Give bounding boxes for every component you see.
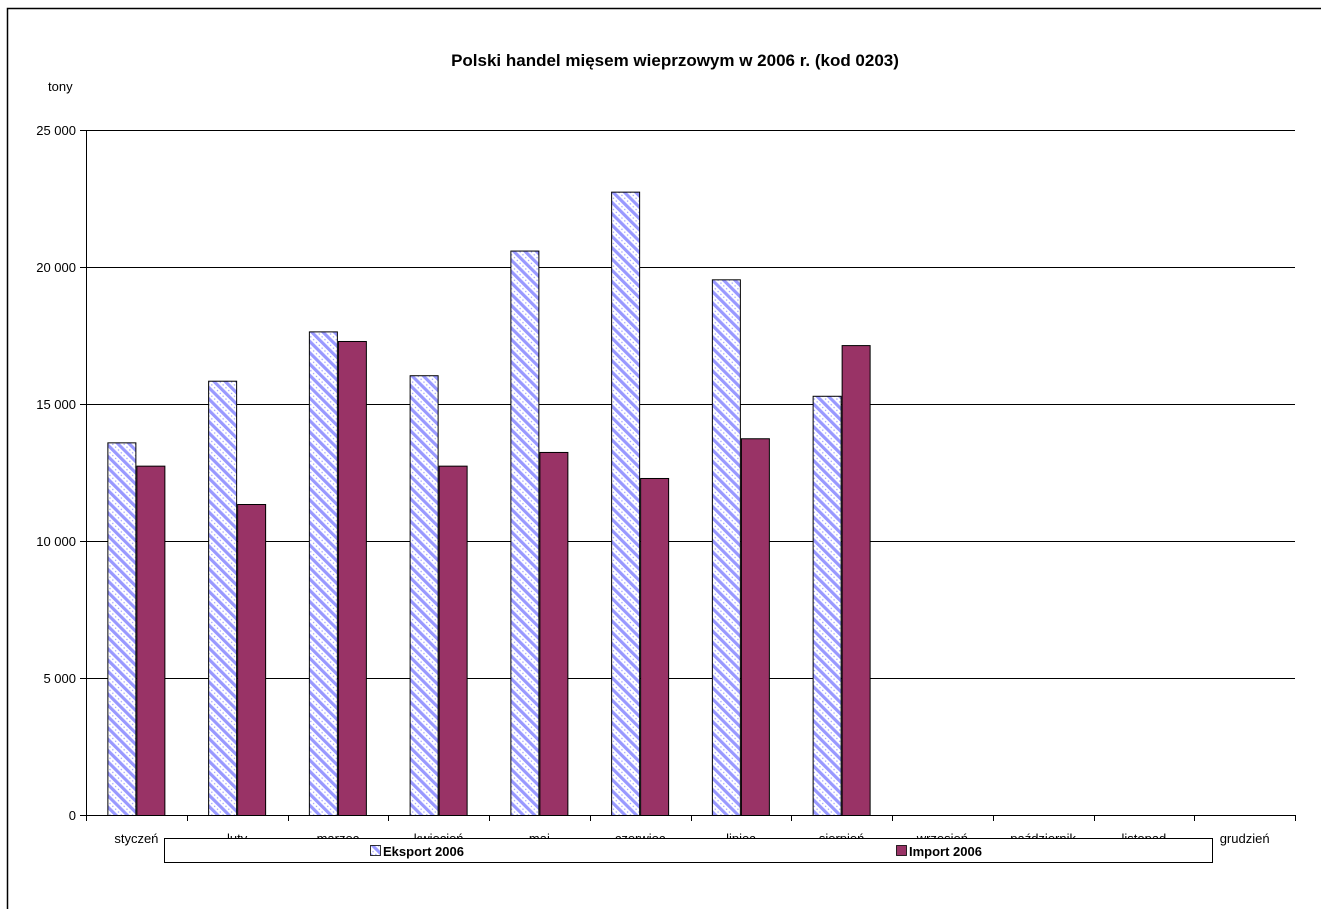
- y-tick-label: 10 000: [36, 534, 76, 549]
- bar-eksport: [711, 279, 741, 816]
- bar-import: [539, 451, 569, 816]
- legend-label-import: Import 2006: [909, 844, 982, 859]
- bar-import: [337, 340, 367, 816]
- legend-box: [164, 838, 1213, 863]
- chart-title: Polski handel mięsem wieprzowym w 2006 r…: [451, 51, 899, 70]
- y-axis-ticks: 0 5 000 10 000 15 000 20 000 25 000: [36, 123, 86, 823]
- bar-import: [841, 345, 871, 816]
- legend-label-eksport: Eksport 2006: [383, 844, 464, 859]
- bar-eksport: [611, 191, 641, 816]
- x-tick-label: styczeń: [114, 831, 158, 846]
- bar-import: [640, 477, 670, 816]
- bar-import: [237, 504, 267, 816]
- bar-eksport: [510, 250, 540, 816]
- x-tick-label: grudzień: [1220, 831, 1270, 846]
- y-tick-label: 0: [69, 808, 76, 823]
- bar-eksport: [812, 395, 842, 816]
- axes: [86, 130, 1295, 816]
- bar-eksport: [208, 380, 238, 816]
- bars: [107, 191, 871, 816]
- bar-import: [438, 465, 468, 816]
- bar-import: [740, 438, 770, 816]
- bar-eksport: [308, 331, 338, 816]
- legend: Eksport 2006 Import 2006: [164, 838, 1213, 863]
- bar-import: [136, 465, 166, 816]
- bar-eksport: [107, 442, 137, 816]
- legend-swatch-import: [896, 845, 907, 856]
- gridlines: [86, 130, 1295, 679]
- y-tick-label: 5 000: [43, 671, 76, 686]
- y-tick-label: 15 000: [36, 397, 76, 412]
- y-tick-label: 25 000: [36, 123, 76, 138]
- legend-swatch-eksport: [370, 845, 381, 856]
- bar-eksport: [409, 375, 439, 816]
- y-unit-label: tony: [48, 79, 73, 94]
- y-tick-label: 20 000: [36, 260, 76, 275]
